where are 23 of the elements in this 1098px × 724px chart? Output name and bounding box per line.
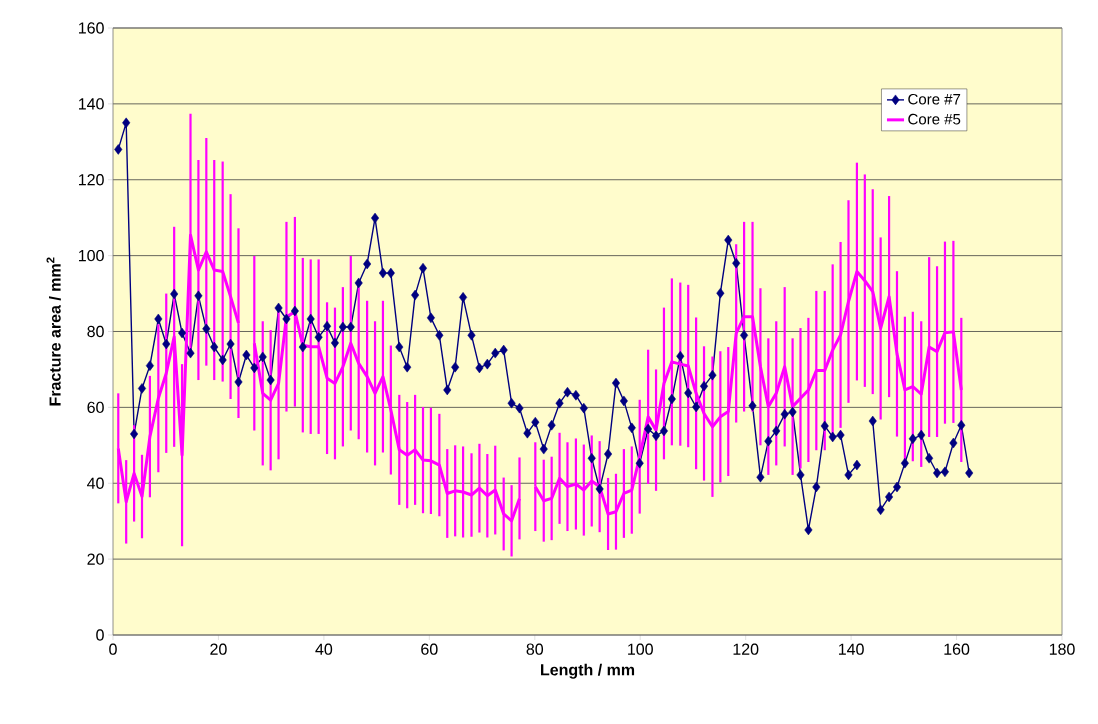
y-tick-label: 120 [79,174,104,186]
x-axis-title: Length / mm [541,663,635,679]
y-tick-label: 0 [96,629,104,641]
y-tick-label: 160 [79,22,104,34]
x-tick-label: 160 [944,643,970,655]
legend-label: Core #7 [908,93,961,105]
y-tick-label: 40 [87,477,104,489]
y-tick-label: 140 [79,98,104,110]
x-tick-label: 100 [628,643,653,655]
y-tick-label: 20 [87,553,104,565]
x-tick-label: 180 [1049,643,1075,655]
y-tick-label: 60 [87,401,104,414]
x-tick-label: 20 [210,643,227,655]
y-tick-label: 80 [87,325,104,338]
y-axis-title: Fracture area / mm$^{2}$ [46,257,61,406]
x-tick-label: 0 [109,643,117,655]
y-tick-label: 100 [79,249,104,262]
x-tick-label: 80 [526,643,544,655]
x-tick-label: 40 [315,643,333,655]
x-tick-label: 140 [838,643,864,655]
x-tick-label: 120 [733,643,759,655]
legend-label: Core #5 [908,113,961,125]
x-tick-label: 60 [421,643,438,655]
